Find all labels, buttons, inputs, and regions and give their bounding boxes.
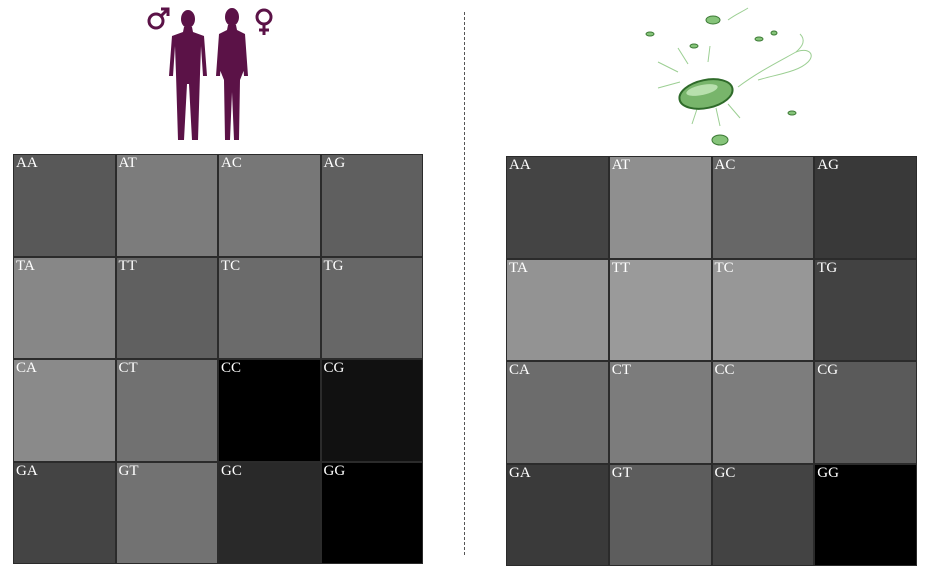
human-male-female-icon	[147, 7, 273, 140]
cell-label: AA	[509, 157, 531, 173]
female-symbol-icon	[255, 8, 273, 35]
cell-label: GC	[221, 462, 242, 479]
bacteria-cell-gc: GC	[712, 464, 814, 565]
cell-label: GA	[509, 464, 531, 481]
human-cell-gc: GC	[219, 462, 320, 563]
male-symbol-icon	[147, 7, 170, 30]
panel-divider	[464, 12, 465, 555]
bacteria-cell-ag: AG	[815, 157, 916, 258]
cell-label: TT	[118, 257, 137, 274]
cell-label: CT	[118, 360, 138, 376]
bacteria-cell-ct: CT	[609, 362, 711, 463]
bacteria-cell-tg: TG	[815, 259, 916, 360]
human-cell-ct: CT	[116, 360, 217, 461]
bacteria-cell-gg: GG	[815, 464, 916, 565]
bacteria-cell-ac: AC	[712, 157, 814, 258]
cell-label: AG	[817, 157, 839, 173]
human-cell-ag: AG	[321, 155, 422, 256]
bacteria-cell-cg: CG	[815, 362, 916, 463]
cell-label: CG	[323, 360, 345, 376]
cell-label: TG	[323, 257, 344, 274]
cell-label: CT	[611, 362, 631, 378]
cell-label: TG	[817, 259, 838, 276]
cell-label: TT	[611, 259, 631, 276]
human-cell-aa: AA	[14, 155, 115, 256]
cell-label: CA	[509, 362, 530, 378]
cell-label: AC	[714, 157, 736, 173]
human-cell-ac: AC	[219, 155, 320, 256]
cell-label: TA	[509, 259, 528, 276]
human-cell-at: AT	[116, 155, 217, 256]
human-cell-ta: TA	[14, 257, 115, 358]
cell-label: CG	[817, 362, 839, 378]
cell-label: TC	[221, 257, 241, 274]
bacteria-icon	[645, 7, 812, 146]
cell-label: GG	[817, 464, 839, 481]
human-cell-tg: TG	[321, 257, 422, 358]
bacteria-cell-ga: GA	[507, 464, 608, 565]
human-cell-ca: CA	[14, 360, 115, 461]
human-cell-ga: GA	[14, 462, 115, 563]
dinucleotide-matrix-human: AA AT AC AG TA TT TC TG CA CT CC CG GA GT GC GG	[13, 154, 423, 564]
cell-label: TA	[16, 257, 35, 274]
cell-label: AT	[611, 157, 631, 173]
bacteria-cell-ta: TA	[507, 259, 608, 360]
cell-label: GC	[714, 464, 736, 481]
cell-label: CA	[16, 360, 37, 376]
dinucleotide-matrix-bacteria: AA AT AC AG TA TT TC TG CA CT CC CG GA GT GC GG	[506, 156, 917, 566]
cell-label: GG	[323, 462, 346, 479]
cell-label: CC	[221, 360, 242, 376]
human-cell-gg: GG	[321, 462, 422, 563]
human-cell-tc: TC	[219, 257, 320, 358]
cell-label: AC	[221, 155, 242, 171]
cell-label: TC	[714, 259, 734, 276]
cell-label: GT	[118, 462, 139, 479]
male-figure-icon	[169, 10, 207, 140]
human-cell-cg: CG	[321, 360, 422, 461]
human-cell-tt: TT	[116, 257, 217, 358]
cell-label: AT	[118, 155, 137, 171]
cell-label: GA	[16, 462, 38, 479]
bacteria-cell-gt: GT	[609, 464, 711, 565]
bacterium-main	[678, 78, 734, 110]
bacteria-cell-cc: CC	[712, 362, 814, 463]
bacteria-cell-aa: AA	[507, 157, 608, 258]
bacteria-cell-ca: CA	[507, 362, 608, 463]
bacteria-cell-at: AT	[609, 157, 711, 258]
human-cell-gt: GT	[116, 462, 217, 563]
female-figure-icon	[216, 8, 248, 140]
human-cell-cc: CC	[219, 360, 320, 461]
cell-label: GT	[611, 464, 632, 481]
cell-label: AA	[16, 155, 38, 171]
cell-label: CC	[714, 362, 735, 378]
bacteria-cell-tc: TC	[712, 259, 814, 360]
cell-label: AG	[323, 155, 346, 171]
bacteria-cell-tt: TT	[609, 259, 711, 360]
